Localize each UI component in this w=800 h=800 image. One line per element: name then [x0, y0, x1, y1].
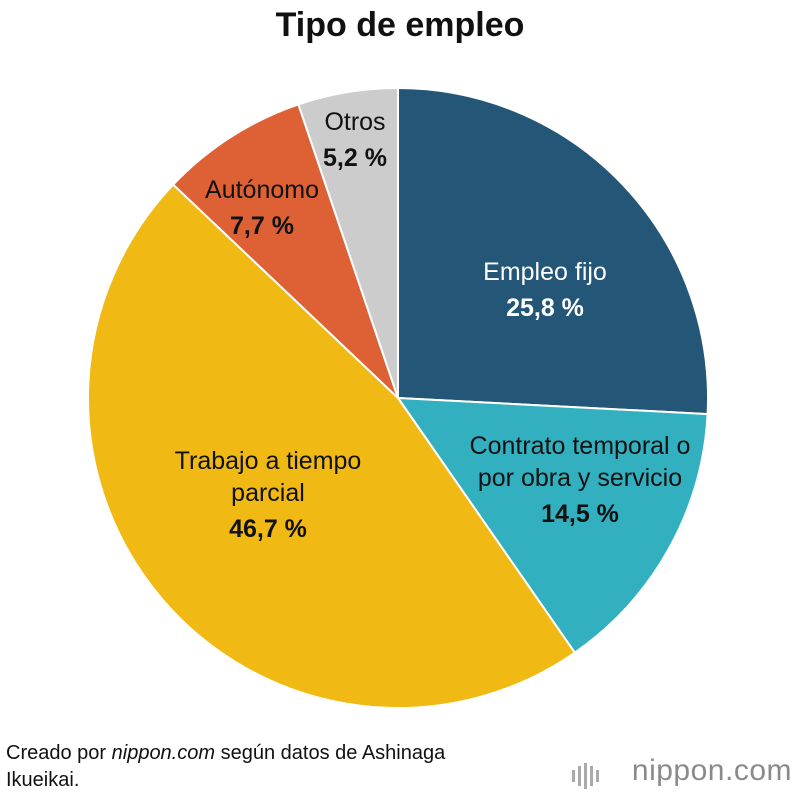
- value-label: 7,7 %: [230, 212, 294, 240]
- pie-slice: [87, 183, 577, 709]
- category-label: Autónomo: [205, 176, 319, 204]
- source-site: nippon.com: [111, 742, 216, 764]
- category-label: Empleo fijo: [483, 258, 607, 286]
- slice-label: Empleo fijo 25,8 %: [445, 256, 645, 324]
- source-text: según datos de Ashinaga Ikueikai.: [6, 742, 446, 791]
- slice-label: Contrato temporal o por obra y servicio 1…: [465, 430, 695, 530]
- value-label: 46,7 %: [229, 515, 307, 543]
- value-label: 14,5 %: [541, 500, 619, 528]
- pie-slice: [171, 103, 399, 399]
- value-label: 25,8 %: [506, 294, 584, 322]
- pie-slice: [396, 396, 709, 655]
- logo-icon: [572, 763, 599, 789]
- logo: nippon.com: [631, 754, 792, 787]
- category-label: Trabajo a tiempo parcial: [174, 447, 362, 507]
- slice-label: Trabajo a tiempo parcial 46,7 %: [153, 445, 383, 545]
- value-label: 5,2 %: [323, 144, 387, 172]
- source-note: Creado por nippon.com según datos de Ash…: [6, 740, 476, 794]
- category-label: Otros: [324, 108, 386, 136]
- pie-slice: [297, 86, 399, 399]
- pie-slice: [397, 86, 709, 416]
- slice-label: Otros 5,2 %: [305, 106, 405, 174]
- slice-label: Autónomo 7,7 %: [182, 174, 342, 242]
- category-label: Contrato temporal o por obra y servicio: [469, 432, 691, 492]
- chart-title: Tipo de empleo: [275, 6, 525, 44]
- source-text: Creado por: [6, 742, 107, 764]
